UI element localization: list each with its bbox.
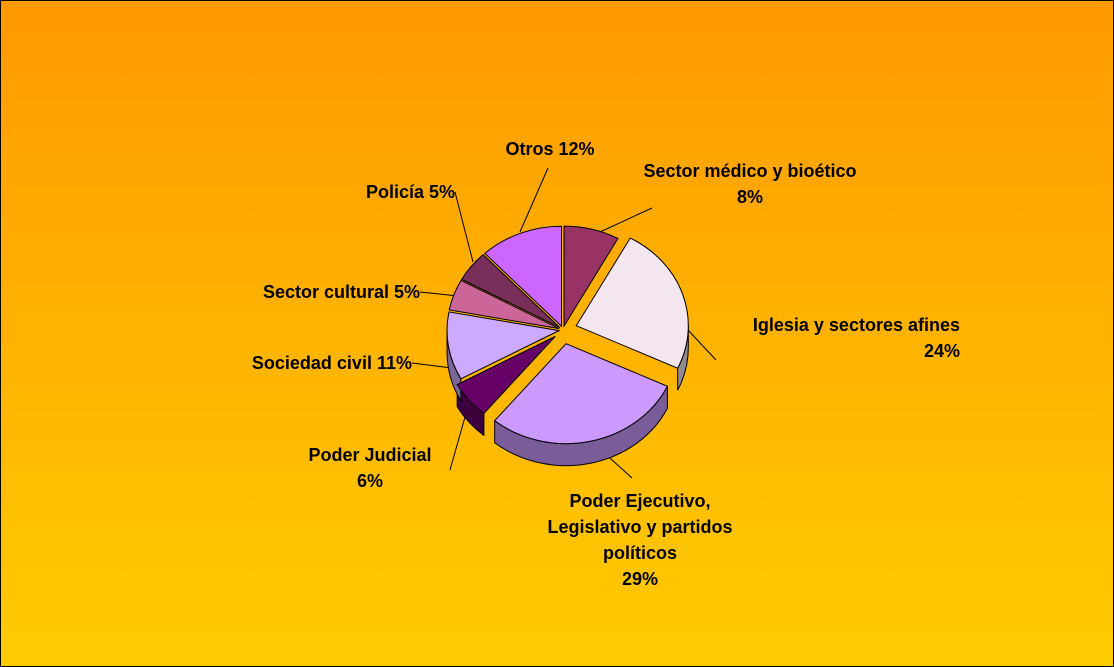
slice (460, 253, 561, 328)
value-label: 12% (558, 139, 595, 159)
category-label: Sector médico y bioético (643, 161, 857, 181)
slice (575, 237, 689, 369)
value-label: 6% (356, 471, 383, 491)
pie (446, 225, 689, 467)
slice (493, 343, 669, 445)
slice (563, 225, 619, 328)
leader-lines (411, 167, 717, 479)
value-label: 5% (428, 182, 455, 202)
slice (446, 311, 561, 380)
value-label: 5% (393, 282, 420, 302)
category-label: Otros (505, 139, 554, 159)
slice-label: Policía 5% (250, 179, 455, 205)
value-label: 24% (923, 341, 960, 361)
slice (456, 335, 556, 415)
slice-label: Poder Judicial 6% (270, 442, 470, 494)
slice (448, 279, 560, 330)
category-label: Poder Judicial (308, 445, 432, 465)
category-label: Sector cultural (262, 282, 389, 302)
category-label: Iglesia y sectores afines (752, 315, 960, 335)
slice (484, 225, 563, 328)
value-label: 8% (736, 187, 763, 207)
slice-label: Otros 12% (440, 136, 660, 162)
slice-label: Sociedad civil 11% (150, 350, 412, 376)
slice-label: Sector médico y bioético 8% (640, 158, 860, 210)
value-label: 29% (621, 569, 659, 589)
value-label: 11% (376, 353, 412, 373)
slice-label: Poder Ejecutivo, Legislativo y partidos … (520, 488, 760, 592)
category-label: Policía (365, 182, 424, 202)
category-label: Sociedad civil (251, 353, 372, 373)
slice-label: Iglesia y sectores afines 24% (700, 312, 960, 364)
category-label: Poder Ejecutivo, Legislativo y partidos … (547, 491, 733, 563)
slice-label: Sector cultural 5% (140, 279, 420, 305)
